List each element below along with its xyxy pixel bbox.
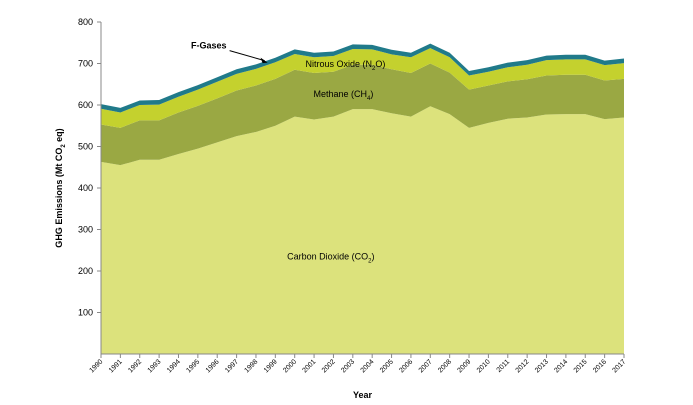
- x-tick-label: 2012: [515, 358, 531, 374]
- series-label-ch4: Methane (CH4): [314, 89, 374, 102]
- x-tick-label: 2003: [340, 358, 356, 374]
- x-tick-label: 2013: [534, 358, 550, 374]
- y-tick-label: 100: [78, 308, 93, 318]
- y-tick-label: 300: [78, 225, 93, 235]
- x-tick-label: 2007: [418, 358, 434, 374]
- x-tick-label: 1991: [108, 358, 124, 374]
- x-tick-label: 2014: [553, 358, 569, 374]
- y-tick-label: 600: [78, 100, 93, 110]
- axis-titles: Year GHG Emissions (Mt CO2 eq): [54, 128, 373, 400]
- y-tick-label: 400: [78, 183, 93, 193]
- x-tick-label: 1998: [243, 358, 259, 374]
- x-tick-label: 2011: [496, 358, 512, 374]
- x-tick-label: 2004: [360, 358, 376, 374]
- area-ch4: [101, 63, 624, 166]
- x-tick-label: 2001: [302, 358, 318, 374]
- x-tick-label: 2000: [282, 358, 298, 374]
- area-co2: [101, 106, 624, 354]
- x-tick-label: 2016: [592, 358, 608, 374]
- x-axis-title: Year: [353, 390, 373, 400]
- y-tick-labels: 100 200 300 400 500 600 700 800: [78, 17, 101, 318]
- x-tick-label: 1997: [224, 358, 240, 374]
- x-tick-label: 1999: [263, 358, 279, 374]
- x-tick-label: 1996: [205, 358, 221, 374]
- y-tick-label: 800: [78, 17, 93, 27]
- series-label-co2: Carbon Dioxide (CO2): [287, 252, 374, 265]
- x-tick-label: 1994: [166, 358, 182, 374]
- series-label-f-gases: F-Gases: [191, 41, 227, 51]
- x-tick-label: 1993: [147, 358, 163, 374]
- series-label-n2o: Nitrous Oxide (N2O): [306, 59, 386, 72]
- x-tick-label: 2017: [611, 358, 627, 374]
- x-tick-label: 2006: [398, 358, 414, 374]
- x-tick-label: 1990: [88, 358, 104, 374]
- series-labels: Carbon Dioxide (CO2) Methane (CH4) Nitrous…: [191, 41, 385, 265]
- f-gases-arrowhead: [260, 57, 268, 64]
- x-tick-label: 2015: [573, 358, 589, 374]
- y-tick-label: 200: [78, 266, 93, 276]
- y-tick-label: 500: [78, 142, 93, 152]
- x-tick-label: 2008: [437, 358, 453, 374]
- area-n2o: [101, 48, 624, 128]
- y-tick-label: 700: [78, 59, 93, 69]
- x-tick-label: 1992: [127, 358, 143, 374]
- x-tick-labels: 1990 1991 1992 1993 1994 1995 1996 1997 1998 1999…: [88, 354, 627, 374]
- x-tick-label: 2002: [321, 358, 337, 374]
- x-tick-label: 2009: [456, 358, 472, 374]
- f-gases-callout-line: [229, 50, 265, 62]
- x-tick-label: 2005: [379, 358, 395, 374]
- x-tick-label: 2010: [476, 358, 492, 374]
- x-tick-label: 1995: [185, 358, 201, 374]
- y-axis-title: GHG Emissions (Mt CO2 eq): [54, 128, 67, 247]
- series-areas: [101, 43, 624, 354]
